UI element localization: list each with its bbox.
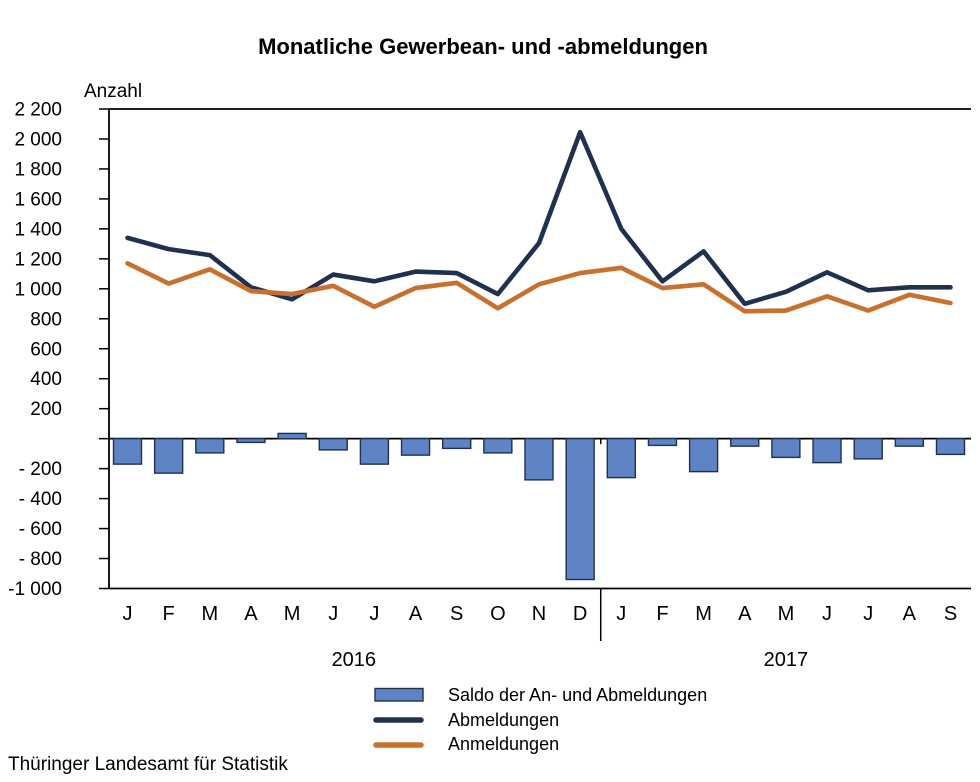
saldo-bar: [195, 437, 225, 454]
y-tick-label: 1 600: [14, 189, 62, 210]
year-label: 2016: [332, 649, 377, 671]
y-tick-label: - 600: [19, 519, 62, 540]
legend-swatch-saldo: [375, 688, 423, 701]
y-tick-label: 800: [30, 309, 62, 330]
month-label: F: [656, 603, 668, 625]
y-tick-label: 1 000: [14, 279, 62, 300]
saldo-bar: [359, 437, 390, 465]
y-axis-title: Anzahl: [84, 81, 142, 102]
month-label: S: [944, 603, 957, 625]
saldo-bar: [688, 437, 719, 473]
saldo-bar: [318, 437, 348, 451]
month-label: A: [738, 603, 752, 625]
month-label: J: [369, 603, 379, 625]
y-tick-label: 2 200: [14, 100, 62, 121]
legend: Saldo der An- und Abmeldungen Abmeldunge…: [373, 685, 707, 754]
saldo-bar: [935, 437, 966, 456]
anmeldungen-line: [125, 261, 953, 314]
saldo-bar: [442, 437, 472, 450]
month-label: D: [573, 603, 587, 625]
saldo-bar: [812, 437, 842, 464]
y-tick-label: - 800: [19, 549, 62, 570]
y-tick-label: 200: [30, 399, 62, 420]
chart-title: Monatliche Gewerbean- und -abmeldungen: [258, 34, 708, 59]
y-tick-label: 600: [30, 339, 62, 360]
legend-label-abmeldungen: Abmeldungen: [448, 710, 559, 730]
month-label: S: [450, 603, 463, 625]
y-tick-label: - 200: [19, 459, 62, 480]
month-label: M: [778, 603, 795, 625]
month-label: F: [163, 603, 175, 625]
month-label: M: [695, 603, 712, 625]
saldo-bar: [524, 437, 554, 481]
saldo-bar: [277, 432, 307, 440]
y-tick-label: - 400: [19, 489, 62, 510]
month-label: J: [616, 603, 626, 625]
month-label: A: [903, 603, 917, 625]
month-label: N: [532, 603, 546, 625]
saldo-bar: [236, 437, 266, 444]
month-label: A: [244, 603, 258, 625]
saldo-bar: [112, 437, 143, 465]
saldo-bar: [400, 437, 431, 456]
y-tick-label: 1 200: [14, 249, 62, 270]
legend-label-anmeldungen: Anmeldungen: [448, 734, 559, 754]
saldo-bar: [894, 437, 925, 447]
y-tick-label: -1 000: [8, 579, 62, 600]
month-label: M: [284, 603, 301, 625]
saldo-bar: [853, 437, 883, 460]
year-label: 2017: [764, 649, 809, 671]
saldo-bar: [771, 437, 801, 459]
month-label: O: [490, 603, 506, 625]
month-label: J: [822, 603, 832, 625]
legend-swatch-saldo-border: [374, 687, 424, 702]
x-axis: J F M A M J J A S O N D 2016 J F M A M J J A S 2017: [123, 438, 957, 671]
source-text: Thüringer Landesamt für Statistik: [8, 754, 288, 775]
y-axis: 2 200 2 000 1 800 1 600 1 400 1 200 1 000 800 60…: [8, 100, 971, 600]
y-tick-label: 2 000: [14, 129, 62, 150]
month-label: J: [123, 603, 133, 625]
saldo-bar: [483, 437, 513, 454]
y-tick-label: 1 800: [14, 159, 62, 180]
saldo-bar: [565, 437, 595, 581]
saldo-bar: [730, 437, 760, 447]
saldo-bar: [647, 437, 678, 447]
month-label: A: [409, 603, 423, 625]
saldo-bars: [112, 432, 966, 581]
month-label: M: [201, 603, 218, 625]
y-tick-label: 400: [30, 369, 62, 390]
saldo-bar: [153, 437, 184, 474]
y-tick-label: 1 400: [14, 219, 62, 240]
abmeldungen-line: [125, 129, 953, 307]
month-label: J: [328, 603, 338, 625]
saldo-bar: [606, 437, 636, 479]
legend-label-saldo: Saldo der An- und Abmeldungen: [448, 685, 707, 705]
month-label: J: [863, 603, 873, 625]
data-lines: [125, 129, 953, 314]
